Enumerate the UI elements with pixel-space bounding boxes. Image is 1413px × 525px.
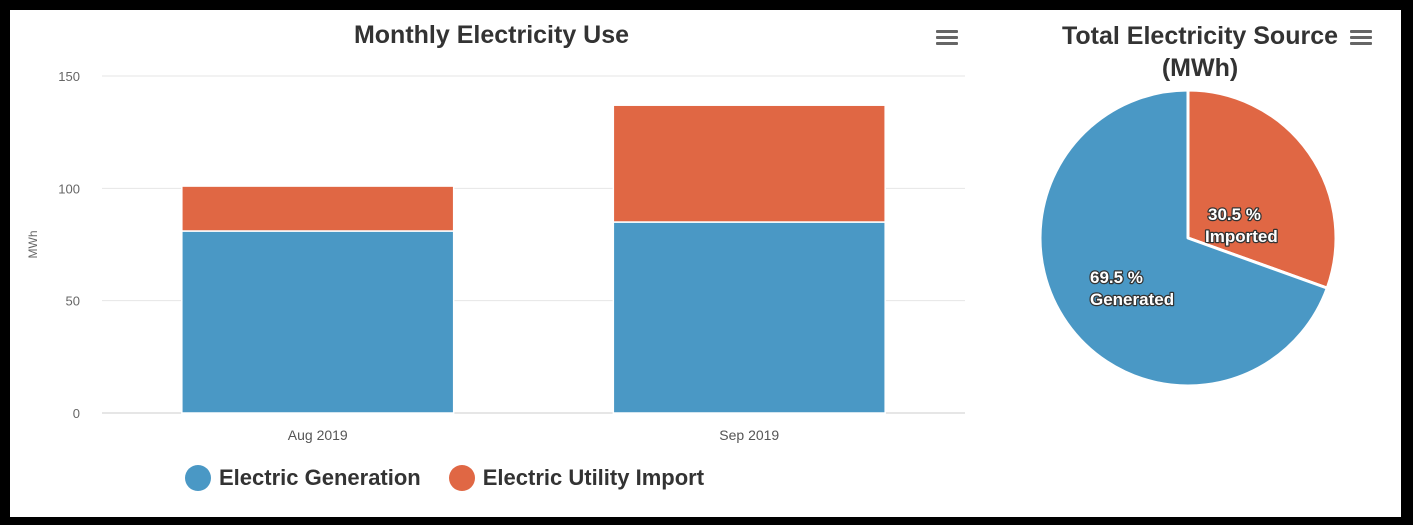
bar-segment[interactable]: [181, 230, 455, 414]
slice-percent-label: 69.5 %: [1090, 268, 1143, 287]
bar-segment[interactable]: [181, 185, 455, 232]
pie-chart-title: Total Electricity Source (MWh): [1061, 22, 1338, 82]
dashboard-frame: Monthly Electricity Use 0 50 100 150 MWh Aug …: [10, 10, 1401, 517]
pie-slice[interactable]: [1038, 88, 1329, 388]
legend-swatch: [448, 465, 475, 491]
y-tick-label: 150: [58, 69, 80, 84]
pie-chart: 30.5 % Imported 69.5 % Generated: [1038, 88, 1338, 388]
slice-name-label: Imported: [1205, 227, 1278, 246]
bar-segment[interactable]: [612, 221, 886, 414]
pie-slice[interactable]: [1186, 88, 1338, 290]
bar-chart-legend: Electric Generation Electric Utility Impo…: [185, 465, 732, 491]
legend-item[interactable]: Electric Utility Import: [448, 465, 705, 491]
slice-percent-label: 30.5 %: [1208, 205, 1261, 224]
y-tick-label: 0: [73, 406, 80, 421]
x-category-label: Aug 2019: [288, 427, 348, 443]
electricity-source-panel: Total Electricity Source (MWh) 30.5 % Imp…: [1020, 10, 1401, 517]
y-tick-label: 100: [58, 181, 80, 196]
legend-label: Electric Utility Import: [482, 465, 705, 490]
legend-item[interactable]: Electric Generation: [185, 465, 421, 491]
x-category-label: Sep 2019: [719, 427, 779, 443]
bar-chart-menu-icon[interactable]: [934, 27, 960, 47]
y-tick-label: 50: [66, 294, 80, 309]
legend-swatch: [185, 465, 211, 491]
bar-chart: 0 50 100 150 MWh Aug 2019 Sep 2019: [26, 69, 965, 443]
slice-name-label: Generated: [1090, 290, 1174, 309]
pie-chart-menu-icon[interactable]: [1348, 27, 1374, 47]
bar-segment[interactable]: [612, 104, 886, 223]
monthly-electricity-panel: Monthly Electricity Use 0 50 100 150 MWh Aug …: [10, 10, 1010, 517]
bar-chart-title: Monthly Electricity Use: [353, 21, 630, 49]
y-axis-title: MWh: [26, 231, 40, 259]
legend-label: Electric Generation: [219, 465, 421, 490]
